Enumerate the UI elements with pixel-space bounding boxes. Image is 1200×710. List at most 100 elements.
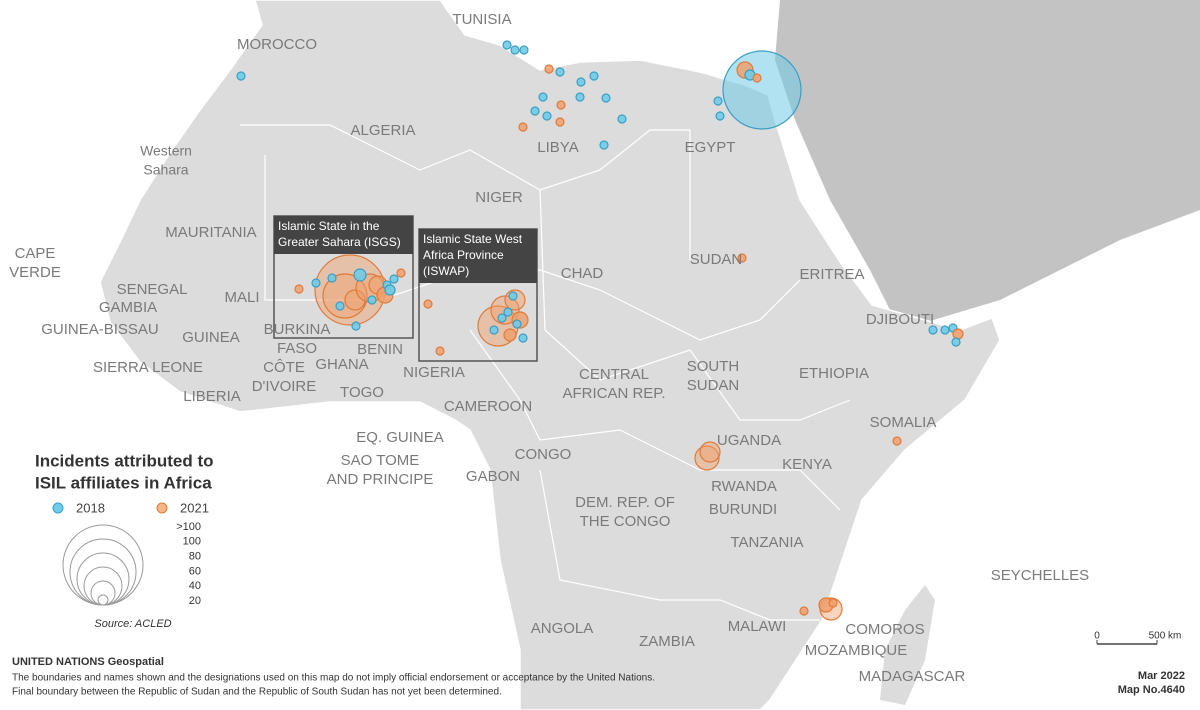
country-label: SOMALIA: [870, 414, 937, 431]
country-label: CONGO: [515, 446, 572, 463]
incident-bubble: [353, 268, 367, 282]
country-label: LIBYA: [537, 139, 578, 156]
box-header: [274, 216, 413, 254]
scale-label: 500 km: [1149, 631, 1182, 642]
incident-bubble: [544, 64, 554, 74]
incident-bubble: [518, 122, 528, 132]
incident-bubble: [508, 291, 518, 301]
country-label: CAPE: [15, 245, 56, 262]
incident-bubble: [294, 284, 304, 294]
country-label: SUDAN: [687, 377, 740, 394]
incident-bubble: [435, 346, 445, 356]
country-label: ERITREA: [799, 266, 864, 283]
incident-bubble: [589, 71, 599, 81]
country-label: SAO TOME: [341, 452, 420, 469]
footer-date: Mar 2022: [1138, 670, 1185, 682]
country-label: SENEGAL: [117, 281, 188, 298]
incident-bubble: [518, 333, 528, 343]
legend-swatch: [156, 502, 168, 514]
footer-disclaimer: The boundaries and names shown and the d…: [12, 673, 655, 684]
box-title: Islamic State West: [423, 232, 523, 246]
incident-bubble: [722, 50, 802, 130]
incident-bubble: [335, 301, 345, 311]
country-label: SIERRA LEONE: [93, 359, 203, 376]
country-label: MOZAMBIQUE: [805, 642, 908, 659]
legend-size-label: 60: [189, 565, 201, 577]
country-label: Sahara: [143, 162, 188, 178]
incident-bubble: [311, 278, 321, 288]
incident-bubble: [576, 77, 586, 87]
country-label: CÔTE: [263, 359, 305, 376]
incident-bubble: [502, 40, 512, 50]
incident-bubble: [555, 67, 565, 77]
incident-bubble: [512, 319, 522, 329]
country-label: TANZANIA: [730, 534, 803, 551]
incident-bubble: [519, 45, 529, 55]
country-label: GABON: [466, 468, 520, 485]
incident-bubble: [542, 111, 552, 121]
africa: [99, 0, 1001, 710]
incident-bubble: [510, 45, 520, 55]
incident-bubble: [752, 73, 762, 83]
box-title: Greater Sahara (ISGS): [278, 235, 401, 249]
incident-bubble: [503, 328, 517, 342]
incident-bubble: [556, 100, 566, 110]
footer-map-no: Map No.4640: [1118, 684, 1185, 696]
incident-bubble: [575, 92, 585, 102]
country-label: NIGERIA: [403, 364, 465, 381]
country-label: GAMBIA: [99, 299, 157, 316]
box-header: [419, 229, 537, 283]
country-label: ANGOLA: [531, 620, 594, 637]
country-label: CAMEROON: [444, 398, 532, 415]
country-label: ZAMBIA: [639, 633, 695, 650]
incident-bubble: [555, 117, 565, 127]
madagascar: [880, 585, 935, 705]
legend: [52, 502, 168, 606]
borders: [240, 124, 851, 621]
country-label: D'IVOIRE: [252, 378, 317, 395]
affiliate-boxes: Islamic State in the Greater Sahara (ISGS…: [273, 215, 538, 362]
incident-bubble: [497, 313, 507, 323]
footer-disclaimer: Final boundary between the Republic of S…: [12, 687, 502, 698]
incident-bubble: [530, 106, 540, 116]
country-label: MAURITANIA: [165, 224, 256, 241]
country-label: SEYCHELLES: [991, 567, 1089, 584]
incident-bubble: [828, 598, 838, 608]
country-label: ALGERIA: [350, 122, 415, 139]
incident-bubble: [367, 295, 377, 305]
footer-org: UNITED NATIONS Geospatial: [12, 656, 164, 668]
legend-size-label: >100: [176, 521, 201, 533]
legend-label: 2021: [180, 500, 209, 515]
country-label: CENTRAL: [579, 366, 649, 383]
legend-title: Incidents attributed to: [35, 451, 214, 470]
country-label: BURUNDI: [709, 501, 777, 518]
country-label: GUINEA: [182, 329, 240, 346]
legend-label: 2018: [76, 500, 105, 515]
country-label: AND PRINCIPE: [327, 471, 434, 488]
legend-title: ISIL affiliates in Africa: [35, 473, 212, 492]
country-label: BURKINA: [264, 321, 331, 338]
country-label: SUDAN: [690, 251, 743, 268]
legend-swatch: [52, 502, 64, 514]
legend-size-label: 40: [189, 580, 201, 592]
country-label: VERDE: [9, 264, 61, 281]
country-label: LIBERIA: [183, 388, 241, 405]
country-label: RWANDA: [711, 478, 777, 495]
legend-size-label: 100: [183, 536, 201, 548]
country-label: COMOROS: [845, 621, 924, 638]
country-label: MOROCCO: [237, 36, 317, 53]
box-title: (ISWAP): [423, 264, 469, 278]
scale-label: 0: [1094, 631, 1100, 642]
box-title: Africa Province: [423, 248, 504, 262]
incident-bubble: [344, 289, 366, 311]
country-label: BENIN: [357, 341, 403, 358]
incident-bubble: [892, 436, 902, 446]
country-label: MALI: [224, 289, 259, 306]
legend-size-label: 80: [189, 551, 201, 563]
incident-bubble: [351, 321, 361, 331]
country-label: GUINEA-BISSAU: [41, 321, 159, 338]
country-label: AFRICAN REP.: [562, 385, 665, 402]
incident-bubble: [389, 274, 399, 284]
country-label: UGANDA: [717, 432, 781, 449]
country-label: KENYA: [782, 456, 832, 473]
